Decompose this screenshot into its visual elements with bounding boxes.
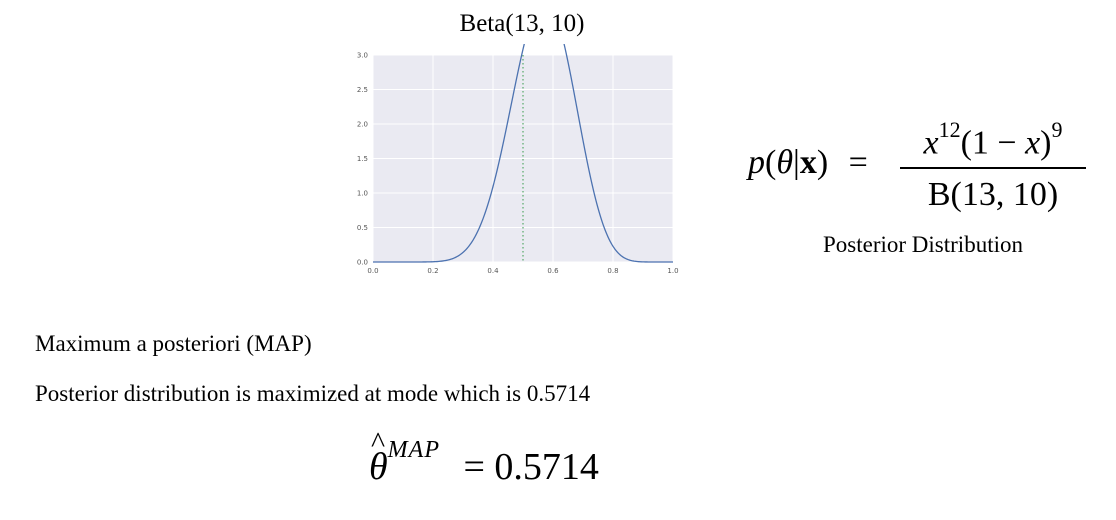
formula-num-x2: x	[1025, 124, 1041, 162]
y-tick-label: 1.0	[357, 190, 368, 198]
formula-bold-x: x	[799, 144, 817, 181]
y-tick-label: 1.5	[357, 155, 368, 163]
x-tick-label: 0.0	[367, 267, 378, 275]
formula-p: p	[748, 144, 765, 181]
map-heading: Maximum a posteriori (MAP)	[35, 331, 312, 356]
fraction-bar	[900, 167, 1086, 170]
formula-theta: θ	[776, 144, 794, 181]
x-tick-label: 0.2	[427, 267, 438, 275]
map-theta-hat: θ ^	[369, 426, 388, 488]
x-tick-label: 0.6	[547, 267, 559, 275]
map-superscript: MAP	[387, 437, 440, 464]
map-value: 0.5714	[494, 446, 599, 488]
formula-given-bar: |	[793, 144, 800, 181]
map-description: Posterior distribution is maximized at m…	[35, 381, 591, 406]
formula-denominator: B(13, 10)	[927, 176, 1059, 214]
formula-lhs: p(θ|x) =	[748, 144, 868, 182]
formula-numerator: x12(1 − x)9	[900, 112, 1086, 165]
y-tick-label: 0.0	[357, 259, 368, 267]
formula-open-paren: (	[765, 144, 777, 181]
formula-num-exp2: 9	[1051, 117, 1063, 142]
map-hat: ^	[371, 426, 386, 459]
formula-equals: =	[848, 144, 868, 181]
x-tick-label: 1.0	[667, 267, 678, 275]
posterior-label: Posterior Distribution	[823, 232, 1023, 257]
map-equation: θ ^ MAP = 0.5714	[369, 426, 599, 489]
formula-num-paren-open: (1 −	[960, 124, 1026, 162]
x-tick-label: 0.4	[487, 267, 499, 275]
map-equals: =	[463, 446, 485, 488]
beta-pdf-line	[373, 44, 673, 263]
formula-fraction: x12(1 − x)9 B(13, 10)	[900, 112, 1086, 217]
beta-chart: 0.0 0.2 0.4 0.6 0.8 1.0 0.0 0.5 1.0 1.5 2.0 2.5 3.0	[357, 44, 679, 275]
y-tick-label: 0.5	[357, 224, 368, 232]
formula-close-paren: )	[816, 144, 829, 181]
formula-num-exp1: 12	[938, 117, 961, 142]
y-tick-label: 3.0	[357, 52, 368, 60]
y-tick-label: 2.0	[357, 121, 368, 129]
formula-num-paren-close: )	[1040, 124, 1052, 162]
formula-num-x: x	[923, 124, 939, 162]
y-tick-label: 2.5	[357, 86, 368, 94]
map-theta: θ	[369, 446, 388, 488]
chart-title: Beta(13, 10)	[459, 10, 585, 37]
x-tick-label: 0.8	[607, 267, 618, 275]
